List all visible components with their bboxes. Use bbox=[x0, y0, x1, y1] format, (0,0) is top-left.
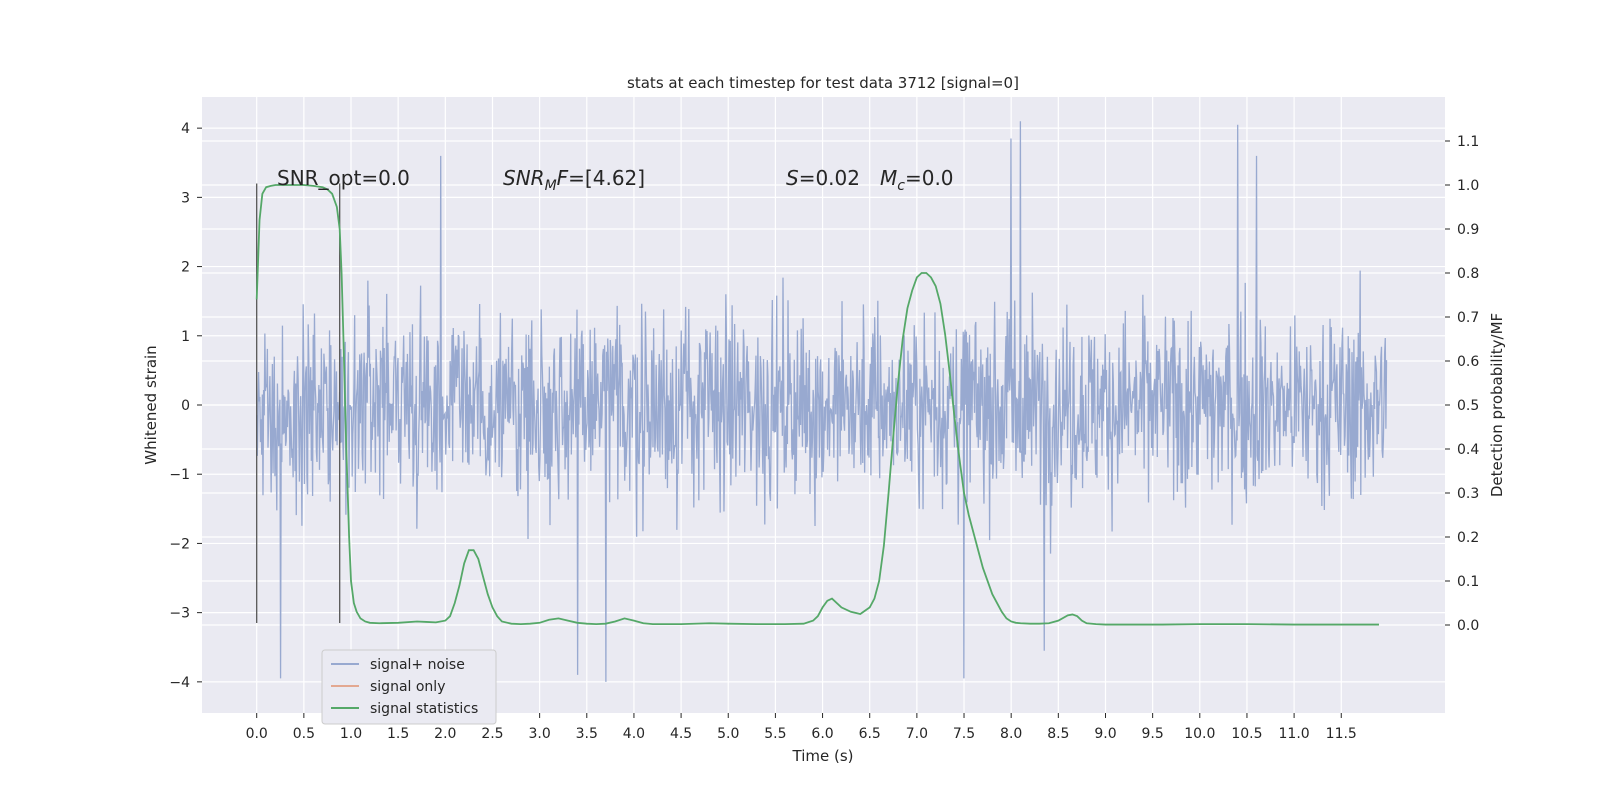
y-tick-label: 1 bbox=[181, 329, 190, 345]
x-tick-label: 0.5 bbox=[293, 726, 315, 742]
y-tick-label: 0 bbox=[181, 398, 190, 414]
y-right-tick-label: 0.7 bbox=[1457, 310, 1479, 326]
x-tick-label: 4.5 bbox=[670, 726, 692, 742]
x-tick-label: 6.5 bbox=[859, 726, 881, 742]
x-tick-label: 4.0 bbox=[623, 726, 645, 742]
chart-title: stats at each timestep for test data 371… bbox=[627, 74, 1019, 92]
y-tick-label: 4 bbox=[181, 121, 190, 137]
statistics-line bbox=[255, 184, 1379, 626]
x-tick-label: 8.5 bbox=[1047, 726, 1069, 742]
y-right-tick-label: 0.2 bbox=[1457, 530, 1479, 546]
annotations: SNR_opt=0.0 SNRMF=[4.62] S=0.02 Mc=0.0 bbox=[277, 166, 954, 194]
statistics-series bbox=[255, 184, 1379, 626]
y-right-tick-label: 0.6 bbox=[1457, 354, 1479, 370]
x-tick-label: 5.5 bbox=[764, 726, 786, 742]
y-tick-label: 3 bbox=[181, 190, 190, 206]
y-right-tick-label: 0.8 bbox=[1457, 266, 1479, 282]
annotation-s: S=0.02 bbox=[786, 166, 860, 190]
x-tick-label: 10.5 bbox=[1231, 726, 1262, 742]
noise-series bbox=[256, 121, 1388, 682]
y-tick-label: 2 bbox=[181, 260, 190, 276]
y-right-tick-label: 0.4 bbox=[1457, 442, 1479, 458]
y-tick-label: −4 bbox=[169, 675, 190, 691]
legend-box bbox=[321, 649, 497, 725]
annotation-snr-opt: SNR_opt=0.0 bbox=[277, 166, 410, 190]
x-tick-label: 11.5 bbox=[1326, 726, 1357, 742]
y-tick-label: −2 bbox=[169, 536, 190, 552]
x-tick-label: 10.0 bbox=[1184, 726, 1215, 742]
x-tick-label: 2.5 bbox=[481, 726, 503, 742]
y-right-tick-label: 0.5 bbox=[1457, 398, 1479, 414]
vertical-markers bbox=[256, 183, 341, 624]
y-axis-label: Whitened strain bbox=[142, 345, 160, 464]
annotation-mc: Mc=0.0 bbox=[880, 166, 954, 194]
x-tick-label: 1.5 bbox=[387, 726, 409, 742]
x-tick-label: 3.5 bbox=[576, 726, 598, 742]
y-right-tick-label: 0.9 bbox=[1457, 222, 1479, 238]
y-tick-label: −1 bbox=[169, 467, 190, 483]
y-right-tick-label: 0.1 bbox=[1457, 574, 1479, 590]
x-tick-label: 9.5 bbox=[1142, 726, 1164, 742]
legend-label-statistics: signal statistics bbox=[370, 701, 478, 717]
y-tick-label: −3 bbox=[169, 606, 190, 622]
y-right-tick-label: 0.3 bbox=[1457, 486, 1479, 502]
x-tick-label: 7.5 bbox=[953, 726, 975, 742]
noise-trace bbox=[256, 121, 1388, 682]
x-tick-label: 5.0 bbox=[717, 726, 739, 742]
legend-label-noise: signal+ noise bbox=[370, 657, 465, 673]
x-tick-label: 3.0 bbox=[528, 726, 550, 742]
y-right-tick-label: 0.0 bbox=[1457, 618, 1479, 634]
x-tick-label: 6.0 bbox=[811, 726, 833, 742]
legend: signal+ noise signal only signal statist… bbox=[321, 649, 497, 725]
y-right-tick-label: 1.0 bbox=[1457, 178, 1479, 194]
x-tick-label: 9.0 bbox=[1094, 726, 1116, 742]
axes: 0.0 0.5 1.0 1.5 2.0 2.5 3.0 3.5 4.0 4.5 5.0 5.5 6.0 6… bbox=[169, 121, 1479, 742]
x-tick-label: 7.0 bbox=[906, 726, 928, 742]
x-tick-label: 0.0 bbox=[246, 726, 268, 742]
x-tick-label: 1.0 bbox=[340, 726, 362, 742]
annotation-snr-mf: SNRMF=[4.62] bbox=[503, 166, 645, 194]
x-tick-label: 8.0 bbox=[1000, 726, 1022, 742]
x-axis-label: Time (s) bbox=[792, 747, 854, 765]
y-right-tick-label: 1.1 bbox=[1457, 134, 1479, 150]
legend-label-signal-only: signal only bbox=[370, 679, 445, 695]
x-tick-label: 11.0 bbox=[1279, 726, 1310, 742]
y-axis-right-label: Detection probability/MF bbox=[1488, 313, 1506, 497]
x-tick-label: 2.0 bbox=[434, 726, 456, 742]
